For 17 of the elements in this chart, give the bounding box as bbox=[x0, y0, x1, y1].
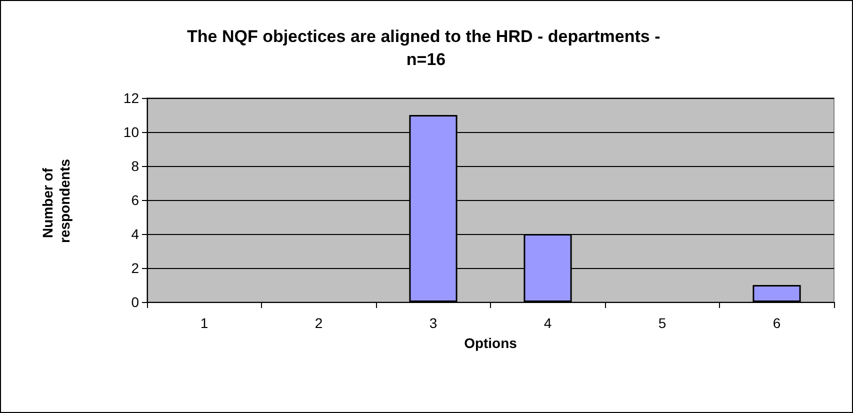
y-axis-title: Number of respondents bbox=[40, 158, 72, 244]
x-tick-label: 2 bbox=[314, 315, 323, 331]
chart-title: The NQF objectices are aligned to the HRD - departments - n=16 bbox=[187, 27, 665, 69]
x-tick-label: 1 bbox=[200, 315, 208, 331]
y-tick-label: 12 bbox=[123, 90, 140, 106]
y-tick-label: 2 bbox=[131, 260, 140, 276]
x-axis-title: Options bbox=[464, 335, 518, 351]
x-tick-label: 6 bbox=[772, 315, 781, 331]
y-tick-label: 8 bbox=[131, 158, 140, 174]
y-tick-label: 6 bbox=[131, 192, 140, 208]
y-tick-label: 10 bbox=[123, 124, 140, 140]
x-tick-label: 3 bbox=[429, 315, 438, 331]
bar bbox=[752, 285, 801, 302]
x-tick-label: 4 bbox=[544, 315, 552, 331]
x-tick-label: 5 bbox=[658, 315, 666, 331]
y-tick-label: 4 bbox=[131, 226, 140, 242]
y-tick-label: 0 bbox=[131, 294, 140, 310]
